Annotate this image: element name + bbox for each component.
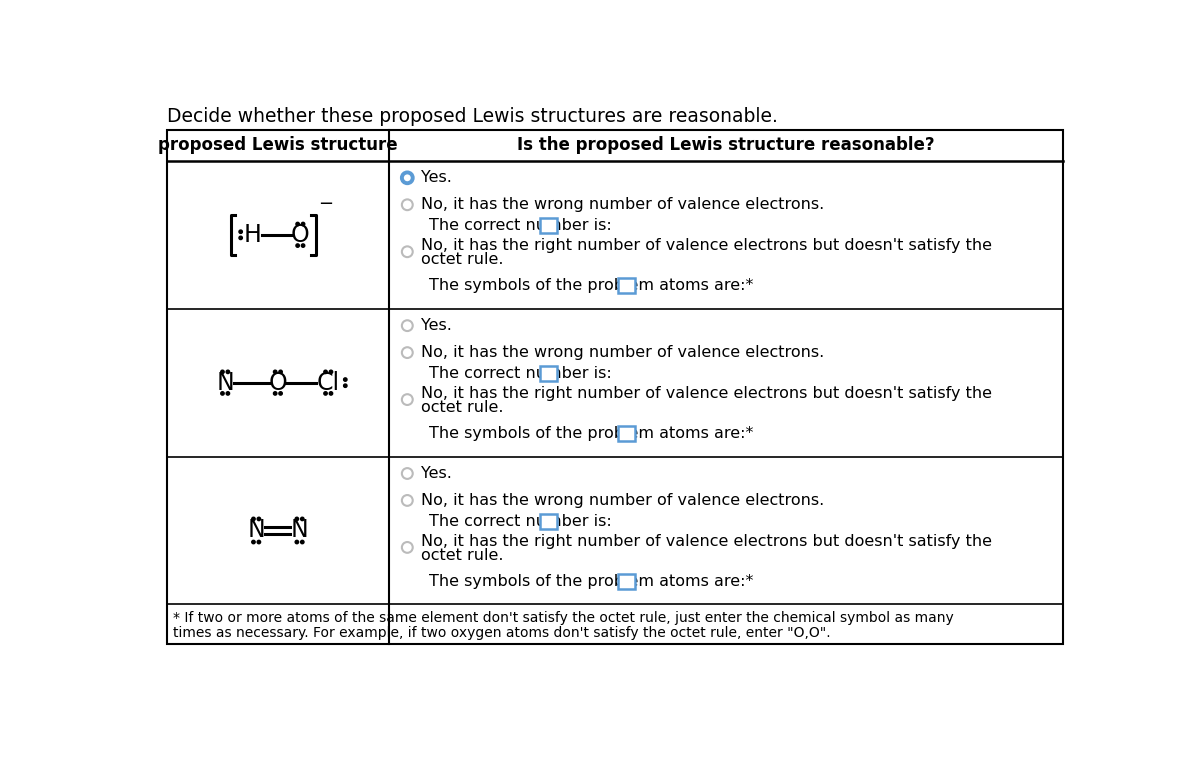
Text: N: N (290, 518, 308, 542)
Text: −: − (318, 196, 334, 213)
Circle shape (301, 223, 305, 226)
Circle shape (296, 244, 299, 248)
Circle shape (257, 518, 260, 521)
Bar (618, 278, 635, 293)
Bar (167, 130, 1063, 644)
Text: No, it has the right number of valence electrons but doesn't satisfy the: No, it has the right number of valence e… (421, 534, 992, 549)
Text: The symbols of the problem atoms are:*: The symbols of the problem atoms are:* (430, 573, 754, 589)
Bar (540, 365, 557, 381)
Text: Yes.: Yes. (421, 170, 452, 185)
Text: proposed Lewis structure: proposed Lewis structure (158, 137, 397, 154)
Text: Decide whether these proposed Lewis structures are reasonable.: Decide whether these proposed Lewis stru… (167, 107, 778, 126)
Text: No, it has the wrong number of valence electrons.: No, it has the wrong number of valence e… (421, 493, 824, 508)
Text: octet rule.: octet rule. (421, 400, 504, 415)
Circle shape (226, 370, 229, 373)
Circle shape (343, 384, 347, 387)
Text: The correct number is:: The correct number is: (430, 218, 612, 233)
Circle shape (221, 392, 224, 395)
Text: O: O (290, 223, 310, 247)
Text: Yes.: Yes. (421, 318, 452, 333)
Circle shape (274, 392, 277, 395)
Text: Cl: Cl (317, 371, 340, 395)
Text: Yes.: Yes. (421, 466, 452, 481)
Bar (540, 218, 557, 234)
Circle shape (226, 392, 229, 395)
Bar (540, 514, 557, 529)
Circle shape (300, 518, 304, 521)
Text: N: N (216, 371, 234, 395)
Bar (618, 573, 635, 589)
Text: No, it has the wrong number of valence electrons.: No, it has the wrong number of valence e… (421, 197, 824, 213)
Circle shape (274, 370, 277, 373)
Circle shape (343, 378, 347, 381)
Text: octet rule.: octet rule. (421, 548, 504, 563)
Text: Is the proposed Lewis structure reasonable?: Is the proposed Lewis structure reasonab… (517, 137, 935, 154)
Circle shape (295, 540, 299, 544)
Circle shape (300, 540, 304, 544)
Circle shape (278, 370, 282, 373)
Circle shape (252, 540, 256, 544)
Text: N: N (247, 518, 265, 542)
Text: The symbols of the problem atoms are:*: The symbols of the problem atoms are:* (430, 278, 754, 293)
Circle shape (295, 518, 299, 521)
Circle shape (324, 392, 328, 395)
Circle shape (239, 236, 242, 240)
Circle shape (252, 518, 256, 521)
Circle shape (221, 370, 224, 373)
Text: * If two or more atoms of the same element don't satisfy the octet rule, just en: * If two or more atoms of the same eleme… (173, 611, 954, 625)
Text: The symbols of the problem atoms are:*: The symbols of the problem atoms are:* (430, 426, 754, 441)
Circle shape (324, 370, 328, 373)
Circle shape (239, 230, 242, 234)
Text: No, it has the right number of valence electrons but doesn't satisfy the: No, it has the right number of valence e… (421, 386, 992, 401)
Circle shape (329, 392, 332, 395)
Circle shape (257, 540, 260, 544)
Circle shape (278, 392, 282, 395)
Text: The correct number is:: The correct number is: (430, 366, 612, 381)
Text: octet rule.: octet rule. (421, 252, 504, 267)
Text: No, it has the wrong number of valence electrons.: No, it has the wrong number of valence e… (421, 345, 824, 360)
Circle shape (296, 223, 299, 226)
Text: times as necessary. For example, if two oxygen atoms don't satisfy the octet rul: times as necessary. For example, if two … (173, 626, 830, 640)
Text: The correct number is:: The correct number is: (430, 514, 612, 528)
Text: O: O (269, 371, 287, 395)
Text: No, it has the right number of valence electrons but doesn't satisfy the: No, it has the right number of valence e… (421, 238, 992, 253)
Text: H: H (244, 223, 262, 247)
Circle shape (301, 244, 305, 248)
Bar (618, 426, 635, 442)
Circle shape (329, 370, 332, 373)
